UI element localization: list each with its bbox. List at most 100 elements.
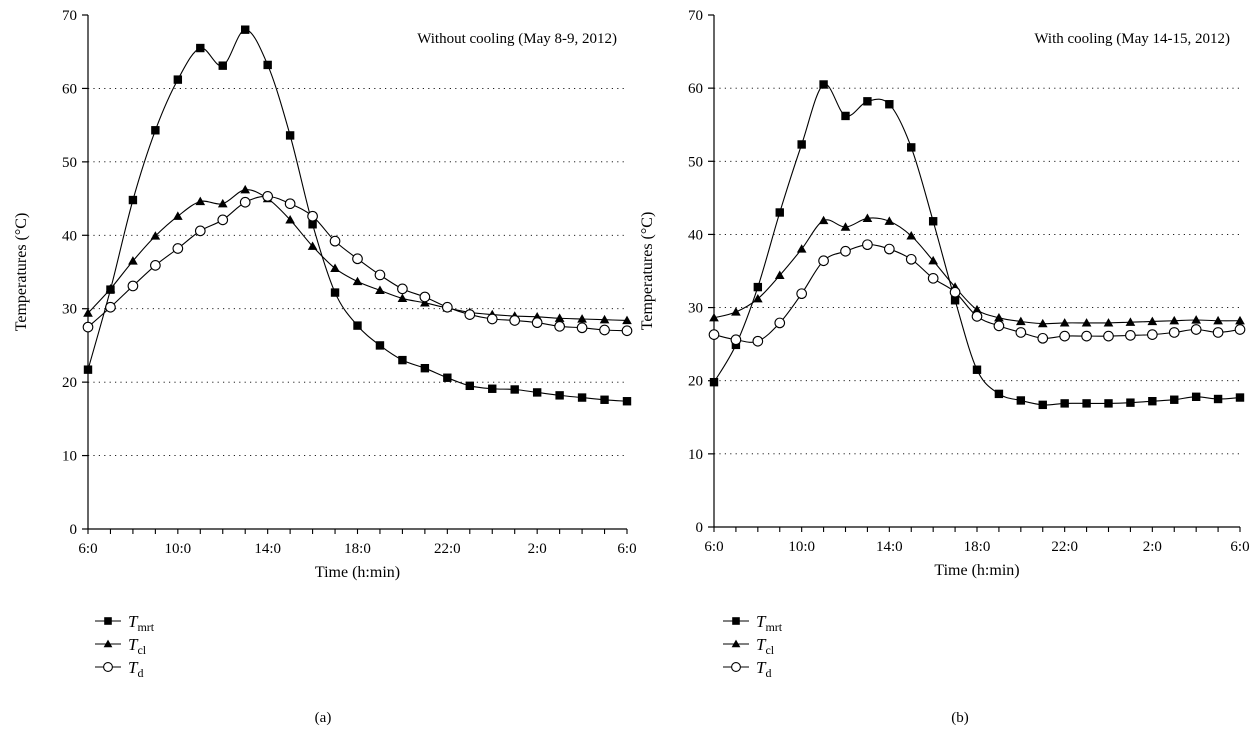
data-point-cl xyxy=(1059,318,1070,327)
legend-marker-mrt xyxy=(732,617,740,625)
data-point-mrt xyxy=(353,321,362,330)
x-tick-label: 6:0 xyxy=(78,541,97,557)
data-point-mrt xyxy=(863,97,872,106)
data-point-mrt xyxy=(532,388,542,397)
data-point-cl xyxy=(994,312,1004,322)
data-point-mrt xyxy=(308,220,317,229)
data-point-mrt xyxy=(907,143,916,152)
data-point-mrt xyxy=(510,385,519,394)
data-point-cl xyxy=(375,285,385,294)
x-tick-label: 10:0 xyxy=(788,539,815,555)
data-point-d xyxy=(419,291,431,303)
data-point-mrt xyxy=(151,126,160,135)
data-point-mrt xyxy=(1235,393,1245,402)
data-point-d xyxy=(1103,330,1114,342)
data-point-d xyxy=(708,329,720,340)
y-tick-label: 50 xyxy=(688,154,703,170)
data-point-d xyxy=(1125,330,1136,341)
data-point-mrt xyxy=(1170,395,1179,404)
y-tick-label: 30 xyxy=(688,301,703,317)
data-point-d xyxy=(217,214,229,226)
data-point-mrt xyxy=(196,43,205,53)
data-point-cl xyxy=(128,256,138,265)
data-point-d xyxy=(1081,330,1092,342)
data-point-d xyxy=(862,239,873,251)
data-point-mrt xyxy=(577,393,587,402)
data-point-mrt xyxy=(241,25,250,34)
data-point-d xyxy=(464,309,476,320)
panel-annotation: Without cooling (May 8-9, 2012) xyxy=(417,31,617,47)
legend-entry-d: Td xyxy=(128,658,143,680)
y-tick-label: 40 xyxy=(688,227,703,243)
y-tick-label: 0 xyxy=(696,520,704,536)
y-tick-label: 10 xyxy=(62,449,77,465)
data-point-mrt xyxy=(1038,400,1047,410)
data-point-d xyxy=(307,210,318,222)
y-tick-label: 70 xyxy=(62,8,77,24)
x-tick-label: 18:0 xyxy=(964,539,991,555)
x-tick-label: 14:0 xyxy=(876,539,903,555)
data-point-d xyxy=(329,235,341,247)
data-point-mrt xyxy=(1148,396,1157,406)
x-tick-label: 6:0 xyxy=(617,541,636,557)
data-point-mrt xyxy=(753,282,763,292)
data-point-cl xyxy=(217,198,228,208)
x-axis-label: Time (h:min) xyxy=(315,564,400,581)
data-point-mrt xyxy=(1213,394,1223,404)
data-point-cl xyxy=(577,314,587,323)
data-point-mrt xyxy=(83,365,93,374)
data-point-cl xyxy=(709,312,719,322)
data-point-d xyxy=(239,196,251,208)
data-point-cl xyxy=(173,211,183,220)
y-tick-label: 30 xyxy=(62,302,77,318)
data-point-mrt xyxy=(622,397,632,406)
data-point-cl xyxy=(1037,318,1048,328)
panel-annotation: With cooling (May 14-15, 2012) xyxy=(1034,31,1230,47)
data-point-mrt xyxy=(885,100,894,109)
data-point-cl xyxy=(352,276,363,286)
x-tick-label: 22:0 xyxy=(434,541,461,557)
data-point-cl xyxy=(884,216,895,225)
data-point-mrt xyxy=(555,391,564,400)
data-point-cl xyxy=(105,284,116,293)
data-point-mrt xyxy=(1191,392,1201,402)
data-point-mrt xyxy=(1126,398,1135,407)
data-point-mrt xyxy=(797,140,806,149)
legend-marker-cl xyxy=(103,639,113,648)
y-tick-label: 50 xyxy=(62,155,77,171)
data-point-d xyxy=(1212,327,1224,338)
data-point-cl xyxy=(1125,317,1136,326)
x-tick-label: 22:0 xyxy=(1051,539,1078,555)
data-point-d xyxy=(1190,324,1202,335)
y-axis-label: Temperatures (°C) xyxy=(13,213,30,332)
data-point-cl xyxy=(150,231,161,240)
data-point-d xyxy=(284,198,296,210)
panel-b: 0 10 20 30 40 50 60 70 6:0 10:0 14:0 18:0 22:0 2:0 6:0… xyxy=(639,8,1250,726)
x-tick-label: 2:0 xyxy=(528,541,547,557)
data-point-mrt xyxy=(819,80,828,89)
data-point-cl xyxy=(818,215,829,225)
data-point-d xyxy=(840,245,851,257)
data-point-d xyxy=(1146,329,1158,340)
data-point-cl xyxy=(1169,315,1180,325)
data-point-mrt xyxy=(465,381,474,391)
data-point-d xyxy=(127,280,139,292)
data-point-cl xyxy=(285,215,295,224)
legend-marker-d xyxy=(731,662,741,672)
y-axis-label: Temperatures (°C) xyxy=(639,212,656,331)
data-point-cl xyxy=(906,231,917,240)
data-point-cl xyxy=(796,244,807,253)
data-point-cl xyxy=(862,213,873,222)
data-point-d xyxy=(993,320,1005,332)
x-tick-label: 2:0 xyxy=(1143,539,1162,555)
data-point-d xyxy=(1015,327,1027,338)
panel-caption: (a) xyxy=(315,710,332,726)
x-axis-label: Time (h:min) xyxy=(934,562,1019,579)
legend-marker-mrt xyxy=(104,617,112,625)
data-point-d xyxy=(752,335,764,347)
data-point-d xyxy=(105,301,116,313)
data-point-cl xyxy=(554,313,565,322)
data-point-d xyxy=(82,321,94,333)
data-point-cl xyxy=(1235,315,1245,325)
